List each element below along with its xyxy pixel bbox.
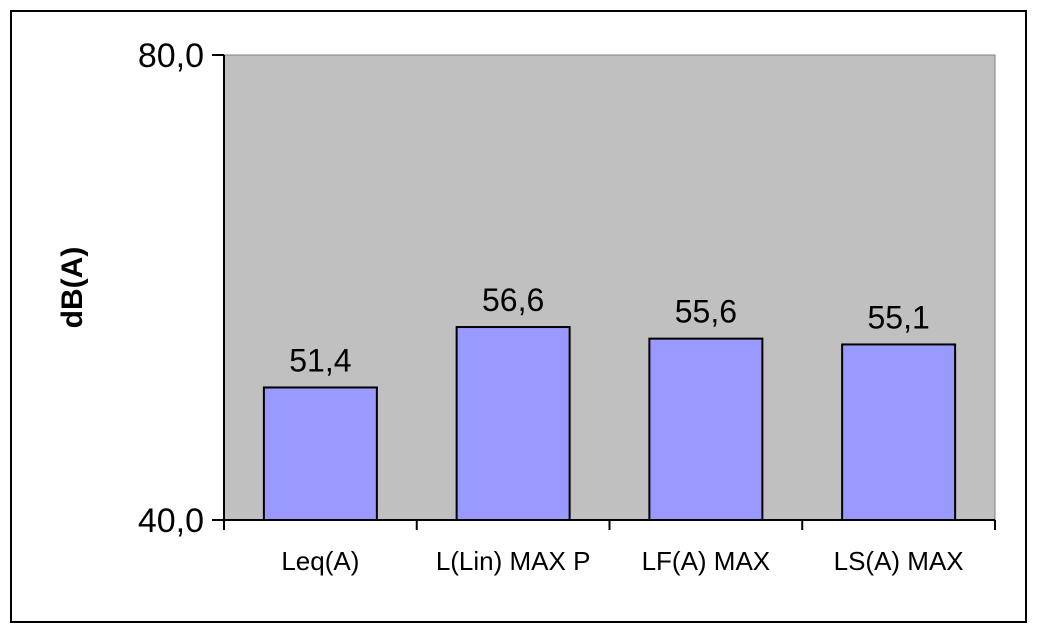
x-ticks-group — [223, 520, 996, 530]
bars-group — [262, 326, 957, 521]
category-label: L(Lin) MAX P — [436, 546, 591, 576]
category-label: LF(A) MAX — [642, 546, 771, 576]
data-labels-group: 51,4 56,6 55,6 55,1 — [289, 282, 930, 378]
category-label: Leq(A) — [281, 546, 359, 576]
category-label: LS(A) MAX — [834, 546, 964, 576]
bar — [455, 326, 571, 521]
bar-value-label: 55,6 — [675, 294, 737, 330]
y-tick-label: 40,0 — [138, 502, 204, 540]
category-labels-group: Leq(A) L(Lin) MAX P LF(A) MAX LS(A) MAX — [281, 546, 963, 576]
bar — [841, 343, 957, 521]
y-axis-title: dB(A) — [56, 247, 89, 329]
bar-value-label: 55,1 — [867, 299, 929, 335]
bar-value-label: 51,4 — [289, 342, 351, 378]
bar-value-label: 56,6 — [482, 282, 544, 318]
y-ticks-group: 80,0 40,0 — [138, 37, 224, 540]
y-tick-label: 80,0 — [138, 37, 204, 75]
bar — [648, 337, 764, 521]
bar — [262, 386, 378, 521]
